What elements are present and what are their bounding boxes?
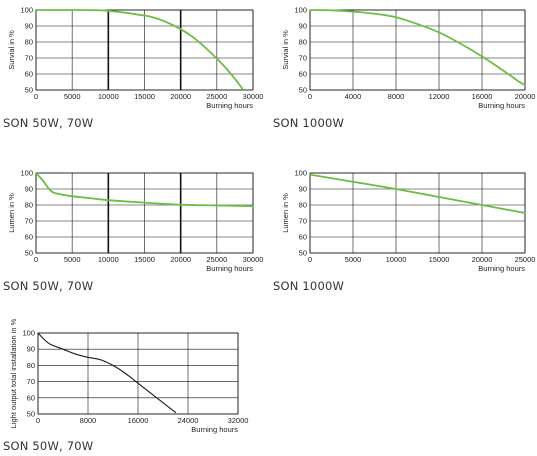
plot-frame	[309, 9, 526, 91]
y-tick-label: 90	[27, 345, 35, 354]
plot-frame	[37, 332, 239, 415]
x-tick-label: 15000	[429, 255, 450, 264]
x-tick-label: 15000	[134, 92, 155, 101]
x-tick-label: 30000	[243, 92, 264, 101]
y-tick-label: 50	[25, 86, 33, 95]
y-tick-label: 50	[25, 249, 33, 258]
x-tick-label: 10000	[386, 255, 407, 264]
x-tick-label: 16000	[472, 92, 493, 101]
y-tick-label: 60	[27, 393, 35, 402]
y-tick-label: 80	[25, 201, 33, 210]
plot-frame	[35, 172, 254, 254]
chart-lumen-son-1000w: 0 5000 10000 15000 20000 25000 50 60 70 80 90 100 Bu…	[281, 169, 536, 274]
y-tick-label: 60	[299, 233, 307, 242]
x-tick-label: 25000	[206, 255, 227, 264]
y-axis-label: Light output total installation in %	[9, 318, 18, 428]
plot-frame	[35, 9, 254, 91]
y-tick-label: 90	[25, 22, 33, 31]
x-tick-label: 10000	[98, 92, 119, 101]
series-line	[309, 173, 526, 214]
chart-panel-survival-son-50w-70w: 0 5000 10000 15000 20000 25000 30000 50 60 70 80 90…	[0, 0, 270, 150]
y-tick-label: 70	[27, 377, 35, 386]
x-tick-label: 32000	[228, 416, 249, 425]
y-tick-label: 70	[25, 54, 33, 63]
caption-survival-son-50w-70w: SON 50W, 70W	[3, 116, 94, 130]
series-line	[309, 9, 526, 87]
y-tick-label: 50	[299, 249, 307, 258]
x-tick-label: 8000	[388, 92, 405, 101]
chart-light-output-son-50w-70w: 0 8000 16000 24000 32000 50 60 70 80 90 100 Burning…	[9, 318, 249, 434]
y-tick-label: 70	[299, 54, 307, 63]
x-tick-label: 20000	[170, 92, 191, 101]
caption-light-output-son-50w-70w: SON 50W, 70W	[3, 439, 94, 453]
series-line	[37, 332, 177, 413]
chart-panel-lumen-son-1000w: 0 5000 10000 15000 20000 25000 50 60 70 80 90 100 Bu…	[270, 160, 537, 300]
y-tick-label: 60	[25, 70, 33, 79]
chart-panel-light-output-son-50w-70w: 0 8000 16000 24000 32000 50 60 70 80 90 100 Burning…	[0, 318, 270, 456]
x-tick-label: 16000	[128, 416, 149, 425]
y-tick-label: 80	[25, 38, 33, 47]
x-axis-label: Burning hours	[191, 425, 238, 434]
y-tick-label: 80	[27, 361, 35, 370]
y-tick-label: 50	[27, 410, 35, 419]
x-tick-label: 0	[34, 92, 38, 101]
x-axis-label: Burning hours	[206, 101, 253, 110]
y-tick-label: 100	[294, 169, 307, 178]
x-tick-label: 0	[308, 255, 312, 264]
x-axis-label: Burning hours	[206, 264, 253, 273]
x-tick-label: 0	[36, 416, 40, 425]
x-tick-label: 20000	[472, 255, 493, 264]
x-tick-label: 10000	[98, 255, 119, 264]
x-tick-label: 0	[308, 92, 312, 101]
y-tick-label: 70	[299, 217, 307, 226]
x-tick-label: 25000	[515, 255, 536, 264]
series-line	[35, 172, 254, 208]
y-tick-label: 50	[299, 86, 307, 95]
x-axis-label: Burning hours	[478, 264, 525, 273]
x-tick-label: 20000	[515, 92, 536, 101]
y-tick-label: 80	[299, 201, 307, 210]
y-tick-label: 100	[20, 6, 33, 15]
caption-survival-son-1000w: SON 1000W	[273, 116, 345, 130]
x-tick-label: 4000	[345, 92, 362, 101]
caption-lumen-son-1000w: SON 1000W	[273, 279, 345, 293]
chart-panel-lumen-son-50w-70w: 0 5000 10000 15000 20000 25000 30000 50 60 70 80 90…	[0, 160, 270, 300]
x-tick-label: 15000	[134, 255, 155, 264]
y-axis-label: Lumen in %	[7, 193, 16, 233]
x-tick-label: 30000	[243, 255, 264, 264]
y-axis-label: Lumen in %	[281, 193, 290, 233]
y-tick-label: 100	[22, 329, 35, 338]
y-tick-label: 60	[299, 70, 307, 79]
x-tick-label: 8000	[80, 416, 97, 425]
chart-survival-son-1000w: 0 4000 8000 12000 16000 20000 50 60 70 80 90 100 Bur…	[281, 6, 536, 111]
y-axis-label: Survial in %	[281, 30, 290, 70]
x-tick-label: 20000	[170, 255, 191, 264]
y-tick-label: 80	[299, 38, 307, 47]
y-tick-label: 90	[299, 185, 307, 194]
chart-survival-son-50w-70w: 0 5000 10000 15000 20000 25000 30000 50 60 70 80 90…	[7, 6, 264, 111]
y-axis-label: Survial in %	[7, 30, 16, 70]
x-tick-label: 24000	[178, 416, 199, 425]
x-tick-label: 5000	[64, 92, 81, 101]
chart-lumen-son-50w-70w: 0 5000 10000 15000 20000 25000 30000 50 60 70 80 90…	[7, 169, 264, 274]
y-tick-label: 60	[25, 233, 33, 242]
y-tick-label: 100	[294, 6, 307, 15]
x-tick-label: 25000	[206, 92, 227, 101]
x-axis-label: Burning hours	[478, 101, 525, 110]
y-tick-label: 90	[299, 22, 307, 31]
chart-panel-survival-son-1000w: 0 4000 8000 12000 16000 20000 50 60 70 80 90 100 Bur…	[270, 0, 537, 150]
x-tick-label: 0	[34, 255, 38, 264]
y-tick-label: 90	[25, 185, 33, 194]
plot-frame	[309, 172, 526, 254]
series-line	[35, 9, 244, 90]
y-tick-label: 70	[25, 217, 33, 226]
x-tick-label: 5000	[345, 255, 362, 264]
y-tick-label: 100	[20, 169, 33, 178]
x-tick-label: 5000	[64, 255, 81, 264]
x-tick-label: 12000	[429, 92, 450, 101]
caption-lumen-son-50w-70w: SON 50W, 70W	[3, 279, 94, 293]
